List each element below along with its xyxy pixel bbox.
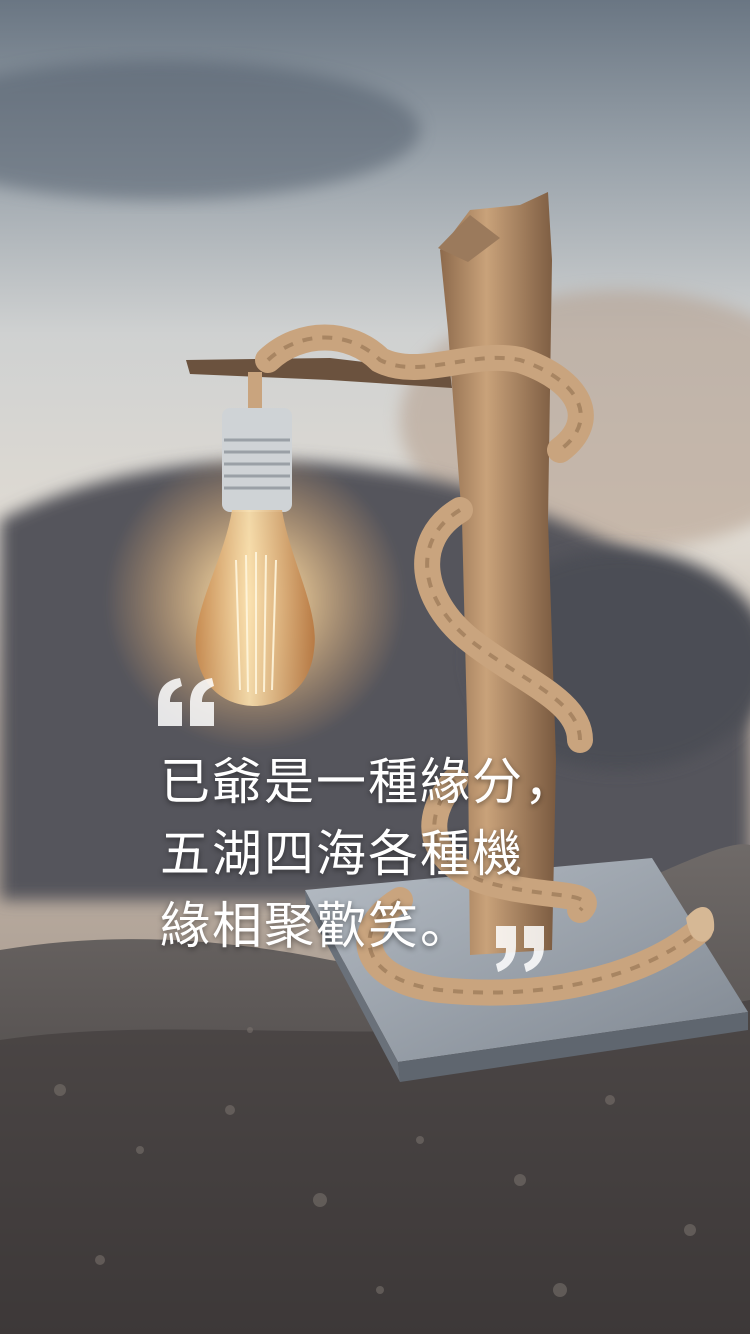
wallpaper-quote: 已爺是一種緣分， 五湖四海各種機 緣相聚歡笑。 [160, 746, 630, 962]
quote-line-1: 已爺是一種緣分， [160, 753, 576, 811]
quote-line-3: 緣相聚歡笑。 [160, 897, 472, 955]
close-quote-icon [496, 926, 544, 972]
open-quote-icon [158, 678, 214, 726]
quote-line-2: 五湖四海各種機 [160, 825, 524, 883]
